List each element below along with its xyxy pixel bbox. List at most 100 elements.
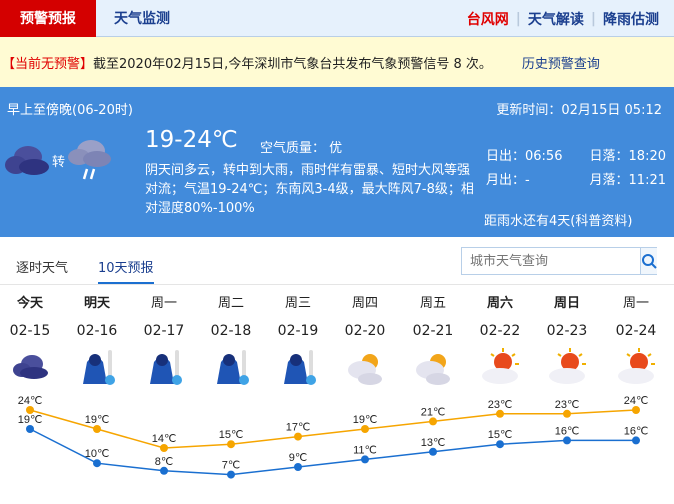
high-temp-label: 19℃ [85,414,110,426]
period: 早上至傍晚(06-20时) [7,103,133,118]
forecast-day: 周二 02-18 [201,290,261,388]
link-weather-analysis[interactable]: 天气解读 [527,11,584,28]
low-temp-point [429,447,437,456]
rain-cloud-icon [68,140,112,180]
temperature-chart: 24℃ 19℃ 14℃ 15℃ 17℃ 19℃ 21℃ 23℃ 23℃ 24℃ 19℃ 10℃ 8℃ 7℃… [18,395,649,479]
date: 02-20 [344,323,386,339]
history-warning-link[interactable]: 历史预警查询 [521,56,600,72]
high-temp-label: 24℃ [18,395,43,407]
tab-weather-monitor[interactable]: 天气监测 [114,11,170,27]
low-temp-label: 13℃ [421,437,446,449]
low-temp-point [294,463,302,471]
low-temp-label: 16℃ [555,425,580,437]
date: 02-19 [277,323,319,339]
high-temp-point [26,406,34,414]
cold-rain-icon [134,348,194,388]
date: 02-21 [412,323,454,339]
date: 02-17 [143,323,185,339]
low-temp-label: 19℃ [18,414,43,426]
date: 02-18 [210,323,252,339]
low-temp-point [563,436,571,445]
high-temp-point [93,425,101,433]
search-button[interactable] [640,248,657,274]
low-temp-point [26,425,34,433]
divider: | [515,10,521,27]
air-quality: 空气质量： 优 [260,141,343,156]
weekday: 周二 [217,296,244,311]
warning-bar: 【当前无预警】 截至2020年02月15日,今年深圳市气象台共发布气象预警信号 … [0,37,674,87]
tab-warning-forecast[interactable]: 预警预报 [0,0,96,37]
weekday: 周五 [419,296,446,311]
weekday: 周一 [622,296,649,311]
low-temp-point [93,459,101,468]
tab-hourly[interactable]: 逐时天气 [16,261,69,276]
weekday: 周六 [486,296,513,311]
cold-rain-icon [67,348,127,388]
overcast-cloud-icon [5,146,49,175]
partly-cloudy-icon [335,348,395,388]
high-temp-point [632,406,640,414]
high-temp-point [294,432,302,441]
current-weather-panel: 早上至傍晚(06-20时) 更新时间：02月15日 05:12 转 19-24℃… [0,87,674,237]
low-temp-point [361,455,369,464]
weekday: 周三 [284,296,311,311]
update-time: 更新时间：02月15日 05:12 [496,103,662,118]
forecast-day: 周日 02-23 [537,290,597,388]
high-temp-label: 19℃ [353,414,378,426]
overcast-icon [0,348,60,388]
high-temp-point [496,409,504,418]
forecast-day: 明天 02-16 [67,290,127,388]
weekday: 今天 [16,296,43,311]
low-temp-label: 16℃ [624,425,649,437]
moonrise: 月出：- [486,173,530,188]
forecast-day: 周三 02-19 [268,290,328,388]
forecast-day: 今天 02-15 [0,290,60,388]
sunset: 日落：18:20 [589,149,666,164]
city-search-input[interactable] [462,248,640,274]
weekday: 周一 [150,296,177,311]
link-typhoon[interactable]: 台风网 [466,11,509,28]
ten-day-forecast: 24℃ 19℃ 14℃ 15℃ 17℃ 19℃ 21℃ 23℃ 23℃ 24℃ 19℃ 10℃ 8℃ 7℃… [0,290,674,504]
high-temp-label: 23℃ [555,399,580,411]
low-temp-label: 9℃ [289,452,307,464]
high-temp-label: 14℃ [152,433,177,445]
link-rain-estimate[interactable]: 降雨估测 [603,11,659,28]
sunny-cloud-icon [470,348,530,388]
low-temp-label: 10℃ [85,448,110,460]
high-temp-point [160,444,168,452]
date: 02-24 [615,323,657,339]
partly-cloudy-icon [403,348,463,388]
city-search [461,247,657,275]
search-icon [642,254,657,269]
cold-rain-icon [201,348,261,388]
high-temp-point [361,425,369,433]
low-temp-line [29,428,636,476]
top-nav: 预警预报 天气监测 台风网 | 天气解读 | 降雨估测 [0,0,674,37]
forecast-day: 周四 02-20 [335,290,395,388]
low-temp-label: 7℃ [222,460,240,472]
low-temp-label: 11℃ [353,444,377,456]
date: 02-15 [9,323,51,339]
tab-10day[interactable]: 10天预报 [98,257,154,284]
forecast-day: 周一 02-24 [606,290,666,388]
high-temp-label: 24℃ [624,395,649,407]
low-temp-point [160,466,168,475]
divider: | [590,10,596,27]
sunrise: 日出：06:56 [486,149,563,164]
date: 02-23 [546,323,588,339]
weekday: 明天 [83,296,110,311]
high-temp-label: 21℃ [421,406,446,418]
date: 02-16 [76,323,118,339]
cold-rain-icon [268,348,328,388]
high-temp-label: 23℃ [488,399,513,411]
solar-term-link[interactable]: 距雨水还有4天(科普资料) [484,214,633,229]
sunny-cloud-icon [606,348,666,388]
warning-status: 【当前无预警】 [2,56,94,72]
low-temp-point [632,436,640,445]
high-temp-line [29,409,637,449]
warning-text: 截至2020年02月15日,今年深圳市气象台共发布气象预警信号 8 次。 [93,56,492,72]
high-temp-label: 15℃ [219,429,244,441]
turn-label: 转 [52,154,66,170]
moonset: 月落：11:21 [589,173,666,188]
weekday: 周四 [351,296,378,311]
